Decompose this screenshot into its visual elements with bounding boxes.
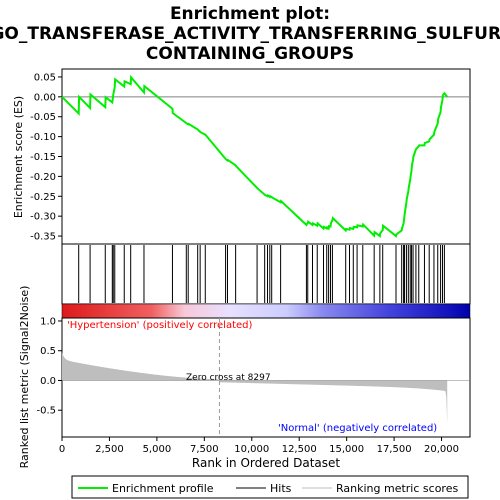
es-y-tick-label: -0.35 <box>30 232 56 243</box>
es-y-tick-label: -0.25 <box>30 192 56 203</box>
title-line-2: GO_TRANSFERASE_ACTIVITY_TRANSFERRING_SUL… <box>0 24 500 44</box>
x-tick-label: 20,000 <box>424 444 459 455</box>
metric-y-tick-label: 0.5 <box>40 346 56 357</box>
legend-ranking-label: Ranking metric scores <box>336 482 458 495</box>
title-line-1: Enrichment plot: <box>170 4 330 24</box>
x-axis-label: Rank in Ordered Dataset <box>192 456 340 470</box>
x-tick-label: 17,500 <box>377 444 412 455</box>
x-tick-label: 10,000 <box>234 444 269 455</box>
x-tick-label: 0 <box>59 444 65 455</box>
rank-color-bar <box>61 303 471 319</box>
x-tick-label: 2,500 <box>95 444 124 455</box>
es-y-tick-label: -0.30 <box>30 212 56 223</box>
x-tick-label: 12,500 <box>282 444 317 455</box>
es-panel: 0.05 0.00 -0.05 -0.10 -0.15 -0.20 -0.25 -0.30 -0… <box>12 68 471 245</box>
negative-correlation-label: 'Normal' (negatively correlated) <box>278 423 437 434</box>
enrichment-profile-line <box>61 74 449 238</box>
positive-correlation-label: 'Hypertension' (positively correlated) <box>67 320 253 331</box>
zero-cross-label: Zero cross at 8297 <box>186 373 271 383</box>
metric-y-tick-label: 1.0 <box>40 316 56 327</box>
metric-panel: 1.0 0.5 0.0 -0.5 'Hypertension' (positively… <box>18 286 471 469</box>
es-y-tick-label: -0.10 <box>30 132 56 143</box>
legend-enrichment-label: Enrichment profile <box>112 482 214 495</box>
metric-y-tick-label: 0.0 <box>40 376 56 387</box>
color-bar <box>61 303 471 319</box>
x-tick-label: 7,500 <box>190 444 219 455</box>
x-tick-label: 5,000 <box>143 444 172 455</box>
es-axis-label: Enrichment score (ES) <box>12 96 25 218</box>
x-axis: 0 2,500 5,000 7,500 10,000 12,500 15,000 17,500… <box>59 437 459 455</box>
es-y-tick-label: 0.05 <box>34 72 56 83</box>
hits-panel <box>61 243 471 305</box>
legend: Enrichment profile Hits Ranking metric s… <box>71 475 469 499</box>
es-y-tick-label: 0.00 <box>34 92 56 103</box>
es-y-tick-label: -0.05 <box>30 112 56 123</box>
legend-hits-label: Hits <box>270 482 292 495</box>
x-tick-label: 15,000 <box>329 444 364 455</box>
title-line-3: CONTAINING_GROUPS <box>146 44 354 64</box>
es-panel-frame <box>61 68 471 245</box>
legend-box <box>71 475 469 499</box>
metric-axis-label: Ranked list metric (Signal2Noise) <box>18 286 31 469</box>
metric-y-tick-label: -0.5 <box>36 406 56 417</box>
es-y-tick-label: -0.15 <box>30 152 56 163</box>
es-y-tick-label: -0.20 <box>30 172 56 183</box>
